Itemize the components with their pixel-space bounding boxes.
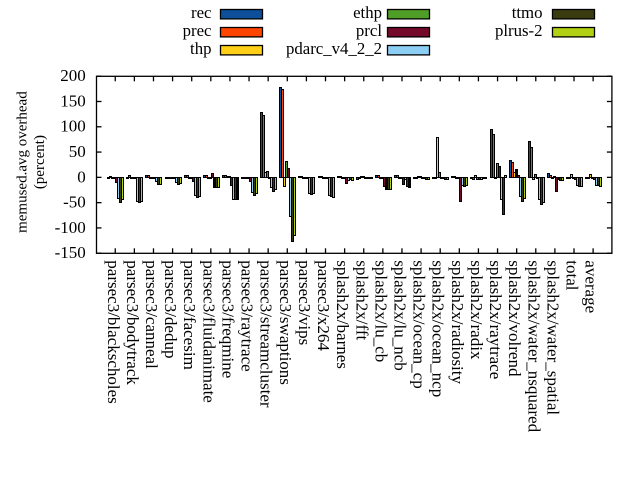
- svg-text:(percent): (percent): [32, 135, 48, 189]
- svg-text:splash2x/radiosity: splash2x/radiosity: [448, 260, 467, 384]
- svg-text:parsec3/blackscholes: parsec3/blackscholes: [104, 260, 123, 404]
- svg-text:150: 150: [60, 91, 86, 110]
- svg-text:200: 200: [60, 66, 86, 85]
- svg-text:parsec3/bodytrack: parsec3/bodytrack: [123, 260, 142, 385]
- svg-text:ethp: ethp: [353, 3, 382, 22]
- svg-text:plrus-2: plrus-2: [495, 21, 543, 40]
- svg-text:splash2x/water_nsquared: splash2x/water_nsquared: [524, 260, 543, 432]
- svg-text:splash2x/ocean_ncp: splash2x/ocean_ncp: [429, 260, 448, 397]
- svg-text:splash2x/volrend: splash2x/volrend: [505, 260, 524, 377]
- svg-text:-150: -150: [55, 243, 86, 262]
- svg-text:-100: -100: [55, 218, 86, 237]
- svg-text:50: 50: [69, 142, 86, 161]
- svg-text:splash2x/radix: splash2x/radix: [467, 260, 486, 360]
- svg-text:parsec3/raytrace: parsec3/raytrace: [238, 260, 257, 371]
- svg-text:parsec3/facesim: parsec3/facesim: [180, 260, 199, 370]
- svg-text:parsec3/fluidanimate: parsec3/fluidanimate: [199, 260, 218, 403]
- svg-text:parsec3/vips: parsec3/vips: [295, 260, 314, 345]
- svg-text:splash2x/lu_cb: splash2x/lu_cb: [371, 260, 390, 362]
- svg-text:memused.avg overhead: memused.avg overhead: [14, 91, 30, 233]
- svg-text:total: total: [563, 260, 582, 290]
- svg-text:parsec3/dedup: parsec3/dedup: [161, 260, 180, 358]
- svg-text:splash2x/water_spatial: splash2x/water_spatial: [543, 260, 562, 415]
- svg-text:parsec3/x264: parsec3/x264: [314, 260, 333, 351]
- svg-text:ttmo: ttmo: [512, 3, 543, 22]
- svg-text:average: average: [582, 260, 601, 313]
- svg-text:parsec3/freqmine: parsec3/freqmine: [218, 260, 237, 378]
- svg-text:rec: rec: [191, 3, 212, 22]
- svg-text:0: 0: [77, 167, 86, 186]
- svg-text:pdarc_v4_2_2: pdarc_v4_2_2: [286, 39, 382, 58]
- svg-text:splash2x/fft: splash2x/fft: [352, 260, 371, 340]
- svg-text:-50: -50: [63, 193, 86, 212]
- svg-text:100: 100: [60, 117, 86, 136]
- svg-text:parsec3/swaptions: parsec3/swaptions: [276, 260, 295, 385]
- svg-text:splash2x/ocean_cp: splash2x/ocean_cp: [410, 260, 429, 388]
- svg-text:splash2x/lu_ncb: splash2x/lu_ncb: [390, 260, 409, 371]
- svg-text:splash2x/raytrace: splash2x/raytrace: [486, 260, 505, 379]
- svg-text:parsec3/streamcluster: parsec3/streamcluster: [257, 260, 276, 408]
- svg-text:prcl: prcl: [356, 21, 382, 40]
- svg-text:prec: prec: [183, 21, 212, 40]
- svg-text:parsec3/canneal: parsec3/canneal: [142, 260, 161, 369]
- svg-text:splash2x/barnes: splash2x/barnes: [333, 260, 352, 369]
- svg-text:thp: thp: [190, 39, 211, 58]
